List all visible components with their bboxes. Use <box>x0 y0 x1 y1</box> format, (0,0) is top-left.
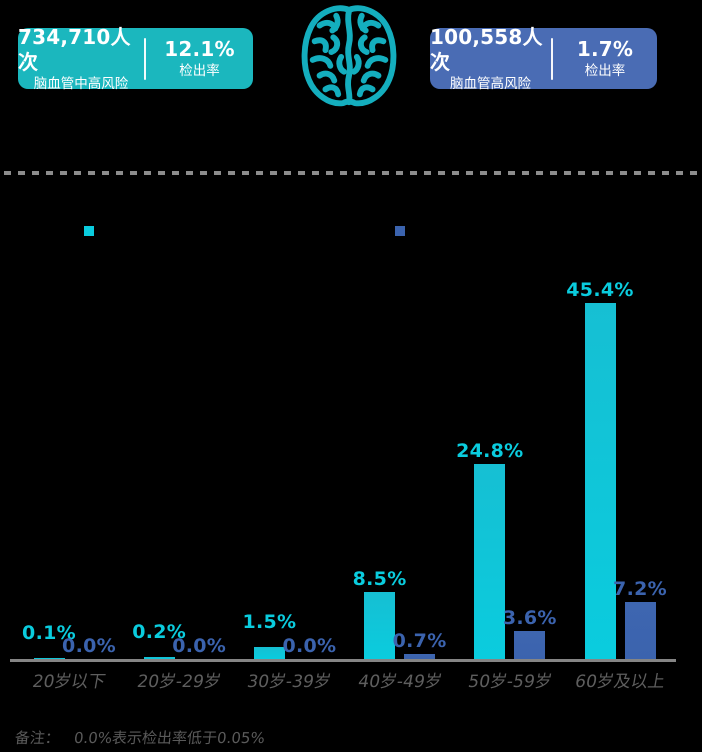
value-label-series2-30岁-39岁: 0.0% <box>282 635 337 657</box>
category-label-50岁-59岁: 50岁-59岁 <box>466 672 554 692</box>
legend-marker-teal <box>84 226 94 236</box>
stat-count-label: 脑血管高风险 <box>450 75 531 92</box>
bar-series2-60岁及以上 <box>624 602 656 659</box>
stat-count-value: 100,558人次 <box>430 24 543 74</box>
bar-series1-50岁-59岁 <box>474 464 506 659</box>
bar-series1-20岁以下 <box>33 658 65 659</box>
stat-rate-value: 1.7% <box>576 37 634 62</box>
stat-card-mid-high-risk: 734,710人次 脑血管中高风险 12.1% 检出率 <box>18 25 253 92</box>
stat-rate-label: 检出率 <box>179 63 220 80</box>
bar-series1-60岁及以上 <box>584 303 616 659</box>
footnote-prefix: 备注： <box>14 729 61 747</box>
category-label-60岁及以上: 60岁及以上 <box>573 672 667 692</box>
dashed-divider <box>4 171 698 175</box>
category-label-30岁-39岁: 30岁-39岁 <box>245 672 333 692</box>
card-divider <box>144 37 146 80</box>
stat-rate-block: 1.7% 检出率 <box>553 37 657 80</box>
value-label-series1-20岁以下: 0.1% <box>22 622 76 644</box>
x-axis-line <box>10 659 676 662</box>
footnote: 备注： 0.0%表示检出率低于0.05% <box>14 727 266 748</box>
value-label-series2-40岁-49岁: 0.7% <box>392 630 447 652</box>
bar-series1-20岁-29岁 <box>143 657 175 659</box>
value-label-series2-20岁-29岁: 0.0% <box>172 635 227 657</box>
footnote-text: 0.0%表示检出率低于0.05% <box>73 729 266 747</box>
stat-rate-label: 检出率 <box>584 63 626 80</box>
stat-count-block: 100,558人次 脑血管高风险 <box>430 25 551 93</box>
brain-icon <box>301 5 397 107</box>
bar-series1-40岁-49岁 <box>364 592 396 659</box>
stat-count-block: 734,710人次 脑血管中高风险 <box>18 25 144 93</box>
bar-series2-50岁-59岁 <box>514 631 546 659</box>
stat-count-label: 脑血管中高风险 <box>33 75 129 92</box>
stat-rate-block: 12.1% 检出率 <box>146 37 253 80</box>
value-label-series1-60岁及以上: 45.4% <box>566 279 634 301</box>
value-label-series1-30岁-39岁: 1.5% <box>242 611 297 633</box>
bar-series2-40岁-49岁 <box>404 654 436 659</box>
card-divider <box>551 37 553 80</box>
stat-count-value: 734,710人次 <box>18 24 131 74</box>
value-label-series2-20岁以下: 0.0% <box>62 635 116 657</box>
bar-series1-30岁-39岁 <box>253 647 285 659</box>
stat-card-high-risk: 100,558人次 脑血管高风险 1.7% 检出率 <box>430 25 657 92</box>
category-label-20岁以下: 20岁以下 <box>30 672 108 692</box>
value-label-series1-40岁-49岁: 8.5% <box>352 568 407 590</box>
legend-marker-blue <box>395 226 405 236</box>
value-label-series1-20岁-29岁: 0.2% <box>132 621 187 643</box>
category-label-40岁-49岁: 40岁-49岁 <box>356 672 444 692</box>
value-label-series1-50岁-59岁: 24.8% <box>456 440 524 462</box>
value-label-series2-50岁-59岁: 3.6% <box>502 607 557 629</box>
stat-rate-value: 12.1% <box>164 37 235 62</box>
value-label-series2-60岁及以上: 7.2% <box>613 578 667 600</box>
category-label-20岁-29岁: 20岁-29岁 <box>135 672 223 692</box>
